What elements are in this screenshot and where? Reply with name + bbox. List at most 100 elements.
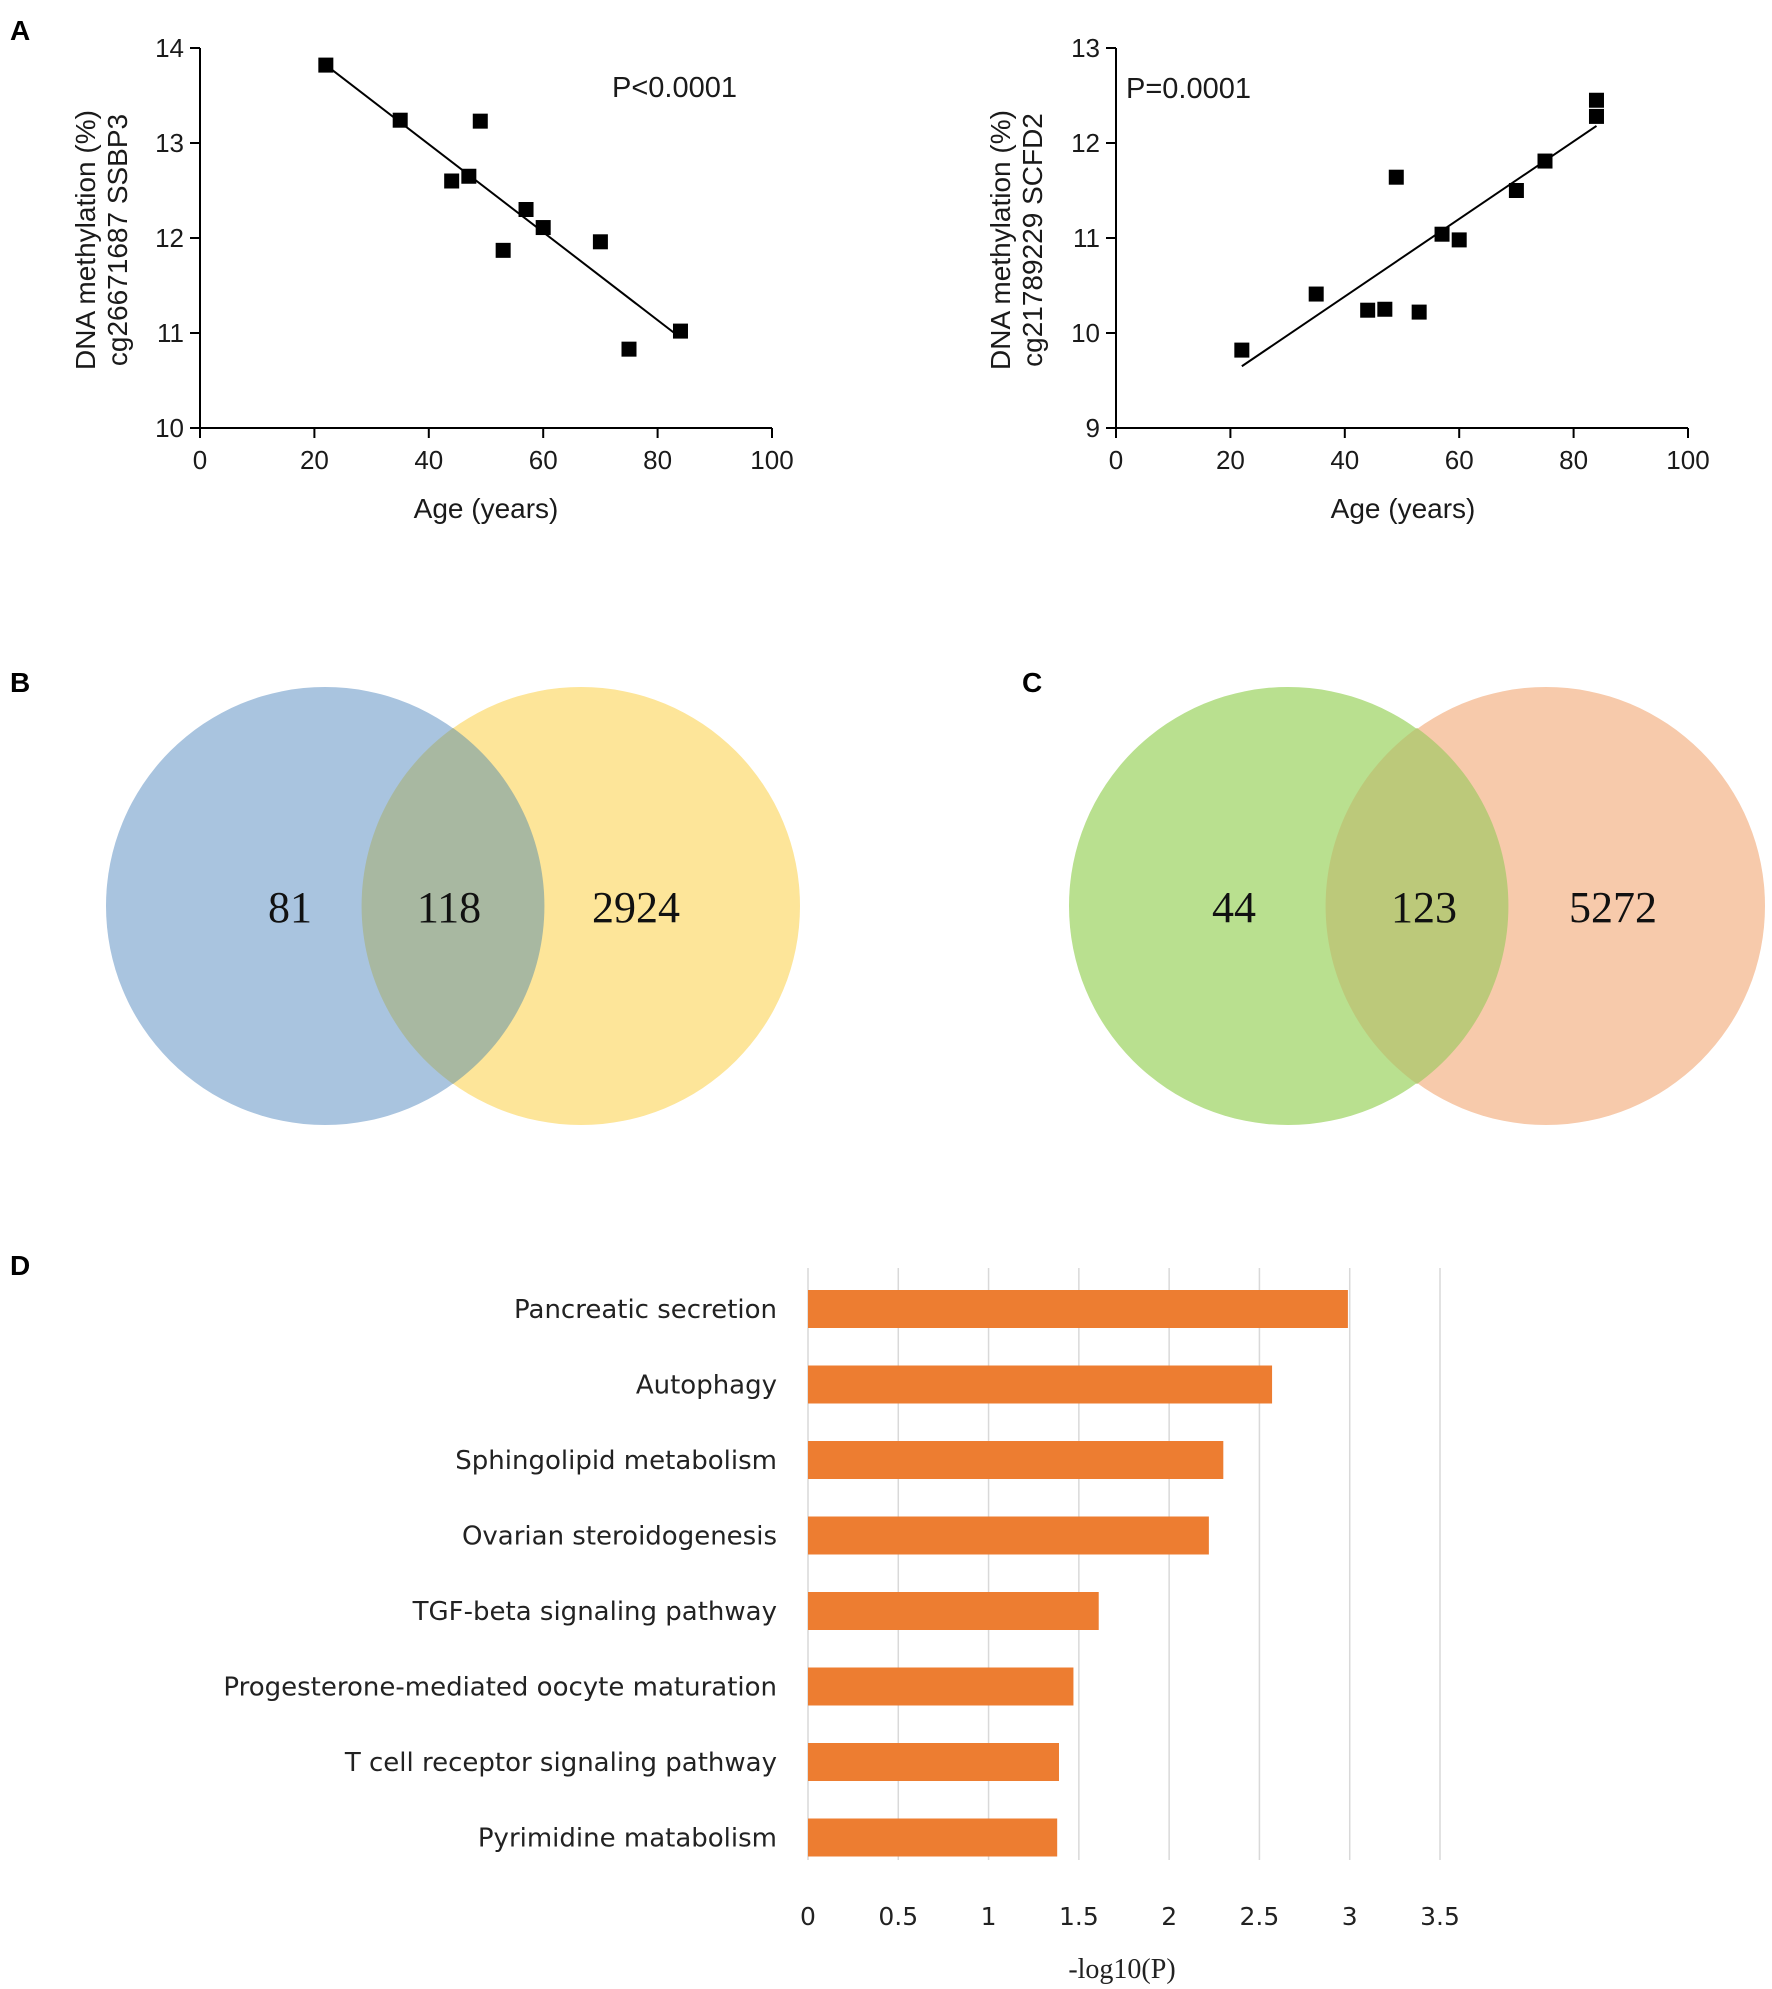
venn-overlap-region — [1325, 728, 1509, 1084]
data-point — [1434, 226, 1450, 242]
y-tick-label: 10 — [1071, 318, 1100, 348]
panel-label-d: D — [10, 1250, 30, 1281]
data-point — [1537, 153, 1553, 169]
venn-right-count: 5272 — [1569, 883, 1657, 932]
venn-overlap-count: 123 — [1391, 883, 1457, 932]
panel-label-b: B — [10, 667, 30, 698]
data-point — [518, 202, 534, 217]
category-label: Sphingolipid metabolism — [455, 1446, 777, 1476]
x-tick-labels: 0 0.5 1 1.5 2 2.5 3 3.5 — [800, 1902, 1460, 1931]
scatter-chart-ssbp3: 0 20 40 60 80 100 10 11 12 13 14 P<0.0001 Age (yea… — [70, 33, 794, 524]
y-tick-label: 13 — [155, 128, 184, 158]
regression-line — [1241, 125, 1598, 368]
y-tick-label: 9 — [1086, 413, 1100, 443]
pathway-bar-chart: Pancreatic secretion Autophagy Sphingolipi… — [223, 1268, 1460, 1985]
bar — [808, 1818, 1058, 1857]
data-point — [592, 234, 608, 250]
x-tick-label: 2 — [1161, 1902, 1177, 1931]
y-axis-title-line1: DNA methylation (%) — [70, 110, 101, 370]
panel-label-c: C — [1022, 667, 1042, 698]
category-label: Autophagy — [636, 1371, 777, 1401]
x-tick-label: 0 — [193, 445, 207, 475]
y-tick-label: 11 — [157, 318, 184, 348]
data-point — [1588, 108, 1604, 124]
bar — [808, 1365, 1273, 1404]
data-point — [1377, 301, 1393, 317]
regression-line — [325, 64, 682, 339]
y-tick-label: 11 — [1073, 223, 1100, 253]
data-point — [1360, 302, 1376, 318]
category-label: TGF-beta signaling pathway — [412, 1597, 777, 1627]
p-value-annotation: P=0.0001 — [1126, 73, 1251, 105]
data-point — [472, 113, 488, 129]
x-tick-label: 40 — [414, 445, 443, 475]
y-axis-title-line2: cg21789229 SCFD2 — [1017, 113, 1048, 367]
bar — [808, 1743, 1059, 1781]
x-tick-label: 40 — [1330, 445, 1359, 475]
bar — [808, 1290, 1348, 1328]
p-value-annotation: P<0.0001 — [612, 72, 737, 104]
x-tick-label: 1 — [981, 1902, 997, 1931]
x-tick-label: 100 — [1666, 445, 1709, 475]
x-tick-label: 1.5 — [1059, 1902, 1099, 1931]
scatter-points — [318, 57, 688, 357]
x-tick-label: 20 — [300, 445, 329, 475]
data-point — [1588, 92, 1604, 108]
x-tick-label: 2.5 — [1240, 1902, 1280, 1931]
venn-overlap-region — [361, 728, 545, 1084]
data-point — [1308, 286, 1324, 302]
x-axis-title: -log10(P) — [1068, 1954, 1175, 1985]
bar — [808, 1667, 1074, 1706]
category-label: Progesterone-mediated oocyte maturation — [223, 1673, 777, 1703]
x-tick-label: 80 — [1559, 445, 1588, 475]
venn-left-count: 44 — [1212, 883, 1256, 932]
panel-label-a: A — [10, 15, 30, 46]
data-point — [461, 168, 477, 184]
x-tick-label: 0 — [800, 1902, 816, 1931]
category-label: Ovarian steroidogenesis — [462, 1522, 777, 1552]
data-point — [621, 341, 637, 357]
scatter-chart-scfd2: 0 20 40 60 80 100 9 10 11 12 13 P=0.0001 Age (year… — [985, 33, 1710, 524]
x-tick-label: 3 — [1342, 1902, 1358, 1931]
x-tick-label: 3.5 — [1420, 1902, 1460, 1931]
data-point — [444, 173, 460, 189]
data-point — [1234, 342, 1250, 358]
x-tick-label: 20 — [1216, 445, 1245, 475]
y-axis-title-line1: DNA methylation (%) — [985, 110, 1016, 370]
venn-left-count: 81 — [268, 883, 312, 932]
x-axis-title: Age (years) — [1331, 493, 1476, 524]
data-point — [1451, 232, 1467, 248]
x-tick-label: 60 — [529, 445, 558, 475]
y-tick-label: 12 — [1071, 128, 1100, 158]
venn-right-count: 2924 — [592, 883, 680, 932]
data-point — [318, 57, 334, 73]
y-tick-label: 12 — [155, 223, 184, 253]
data-point — [1388, 169, 1404, 185]
y-axis-title-line2: cg26671687 SSBP3 — [102, 114, 133, 366]
y-tick-label: 10 — [155, 413, 184, 443]
category-label: Pancreatic secretion — [514, 1295, 777, 1325]
category-labels: Pancreatic secretion Autophagy Sphingolipi… — [223, 1295, 777, 1854]
venn-overlap-count: 118 — [417, 883, 481, 932]
x-tick-label: 80 — [643, 445, 672, 475]
fit-line-group — [325, 64, 682, 339]
scatter-axes: 0 20 40 60 80 100 9 10 11 12 13 — [1071, 33, 1710, 475]
x-tick-label: 0.5 — [878, 1902, 918, 1931]
venn-diagram-c: 44 123 5272 — [1069, 687, 1765, 1125]
fit-line-group — [1241, 125, 1598, 368]
bar — [808, 1441, 1224, 1479]
data-point — [495, 242, 511, 258]
category-label: T cell receptor signaling pathway — [344, 1748, 777, 1778]
x-tick-label: 100 — [750, 445, 793, 475]
bar — [808, 1592, 1099, 1630]
scatter-points — [1234, 92, 1604, 358]
data-point — [1508, 183, 1524, 198]
bar-series — [808, 1290, 1348, 1857]
bar — [808, 1516, 1209, 1555]
data-point — [535, 220, 551, 236]
data-point — [1411, 304, 1427, 320]
x-tick-label: 60 — [1445, 445, 1474, 475]
data-point — [672, 323, 688, 339]
data-point — [392, 112, 408, 128]
